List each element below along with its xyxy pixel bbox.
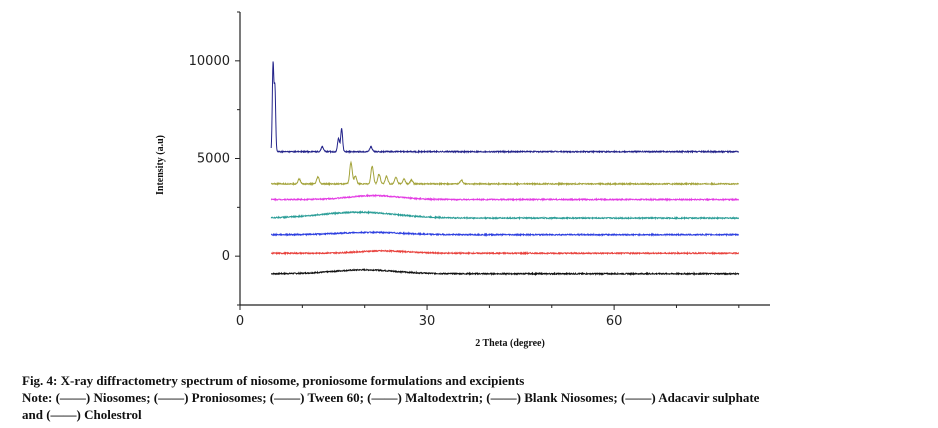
x-tick-label: 30	[419, 314, 436, 329]
series-group	[270, 61, 740, 277]
series-line-blank-niosomes	[270, 193, 739, 202]
series-line-tween-60	[270, 230, 740, 237]
series-line-proniosomes	[270, 249, 739, 256]
series-line-cholestrol	[270, 61, 739, 154]
caption-note: Note: (——) Niosomes; (——) Proniosomes; (…	[22, 390, 760, 405]
y-tick-label: 5000	[197, 152, 230, 167]
series-line-maltodextrin	[270, 210, 739, 221]
series-line-niosomes	[271, 268, 740, 277]
x-tick-label: 60	[606, 314, 623, 329]
xrd-chart: 0 30 60 0 5000 10000 2 Theta (degree) Intensi…	[155, 11, 770, 349]
y-tick-label: 0	[222, 249, 230, 264]
x-axis-title: 2 Theta (degree)	[475, 338, 545, 349]
axes	[235, 11, 770, 310]
caption-note-cont: and (——) Cholestrol	[22, 407, 142, 422]
y-axis-title: Intensity (a.u)	[155, 135, 166, 195]
caption-title: Fig. 4: X-ray diffractometry spectrum of…	[22, 373, 525, 388]
y-tick-label: 10000	[189, 54, 230, 69]
x-tick-label: 0	[236, 314, 244, 329]
series-line-adacavir-sulphate	[270, 160, 740, 187]
tick-labels: 0 30 60 0 5000 10000	[189, 54, 623, 329]
figure-caption: Fig. 4: X-ray diffractometry spectrum of…	[22, 372, 922, 423]
